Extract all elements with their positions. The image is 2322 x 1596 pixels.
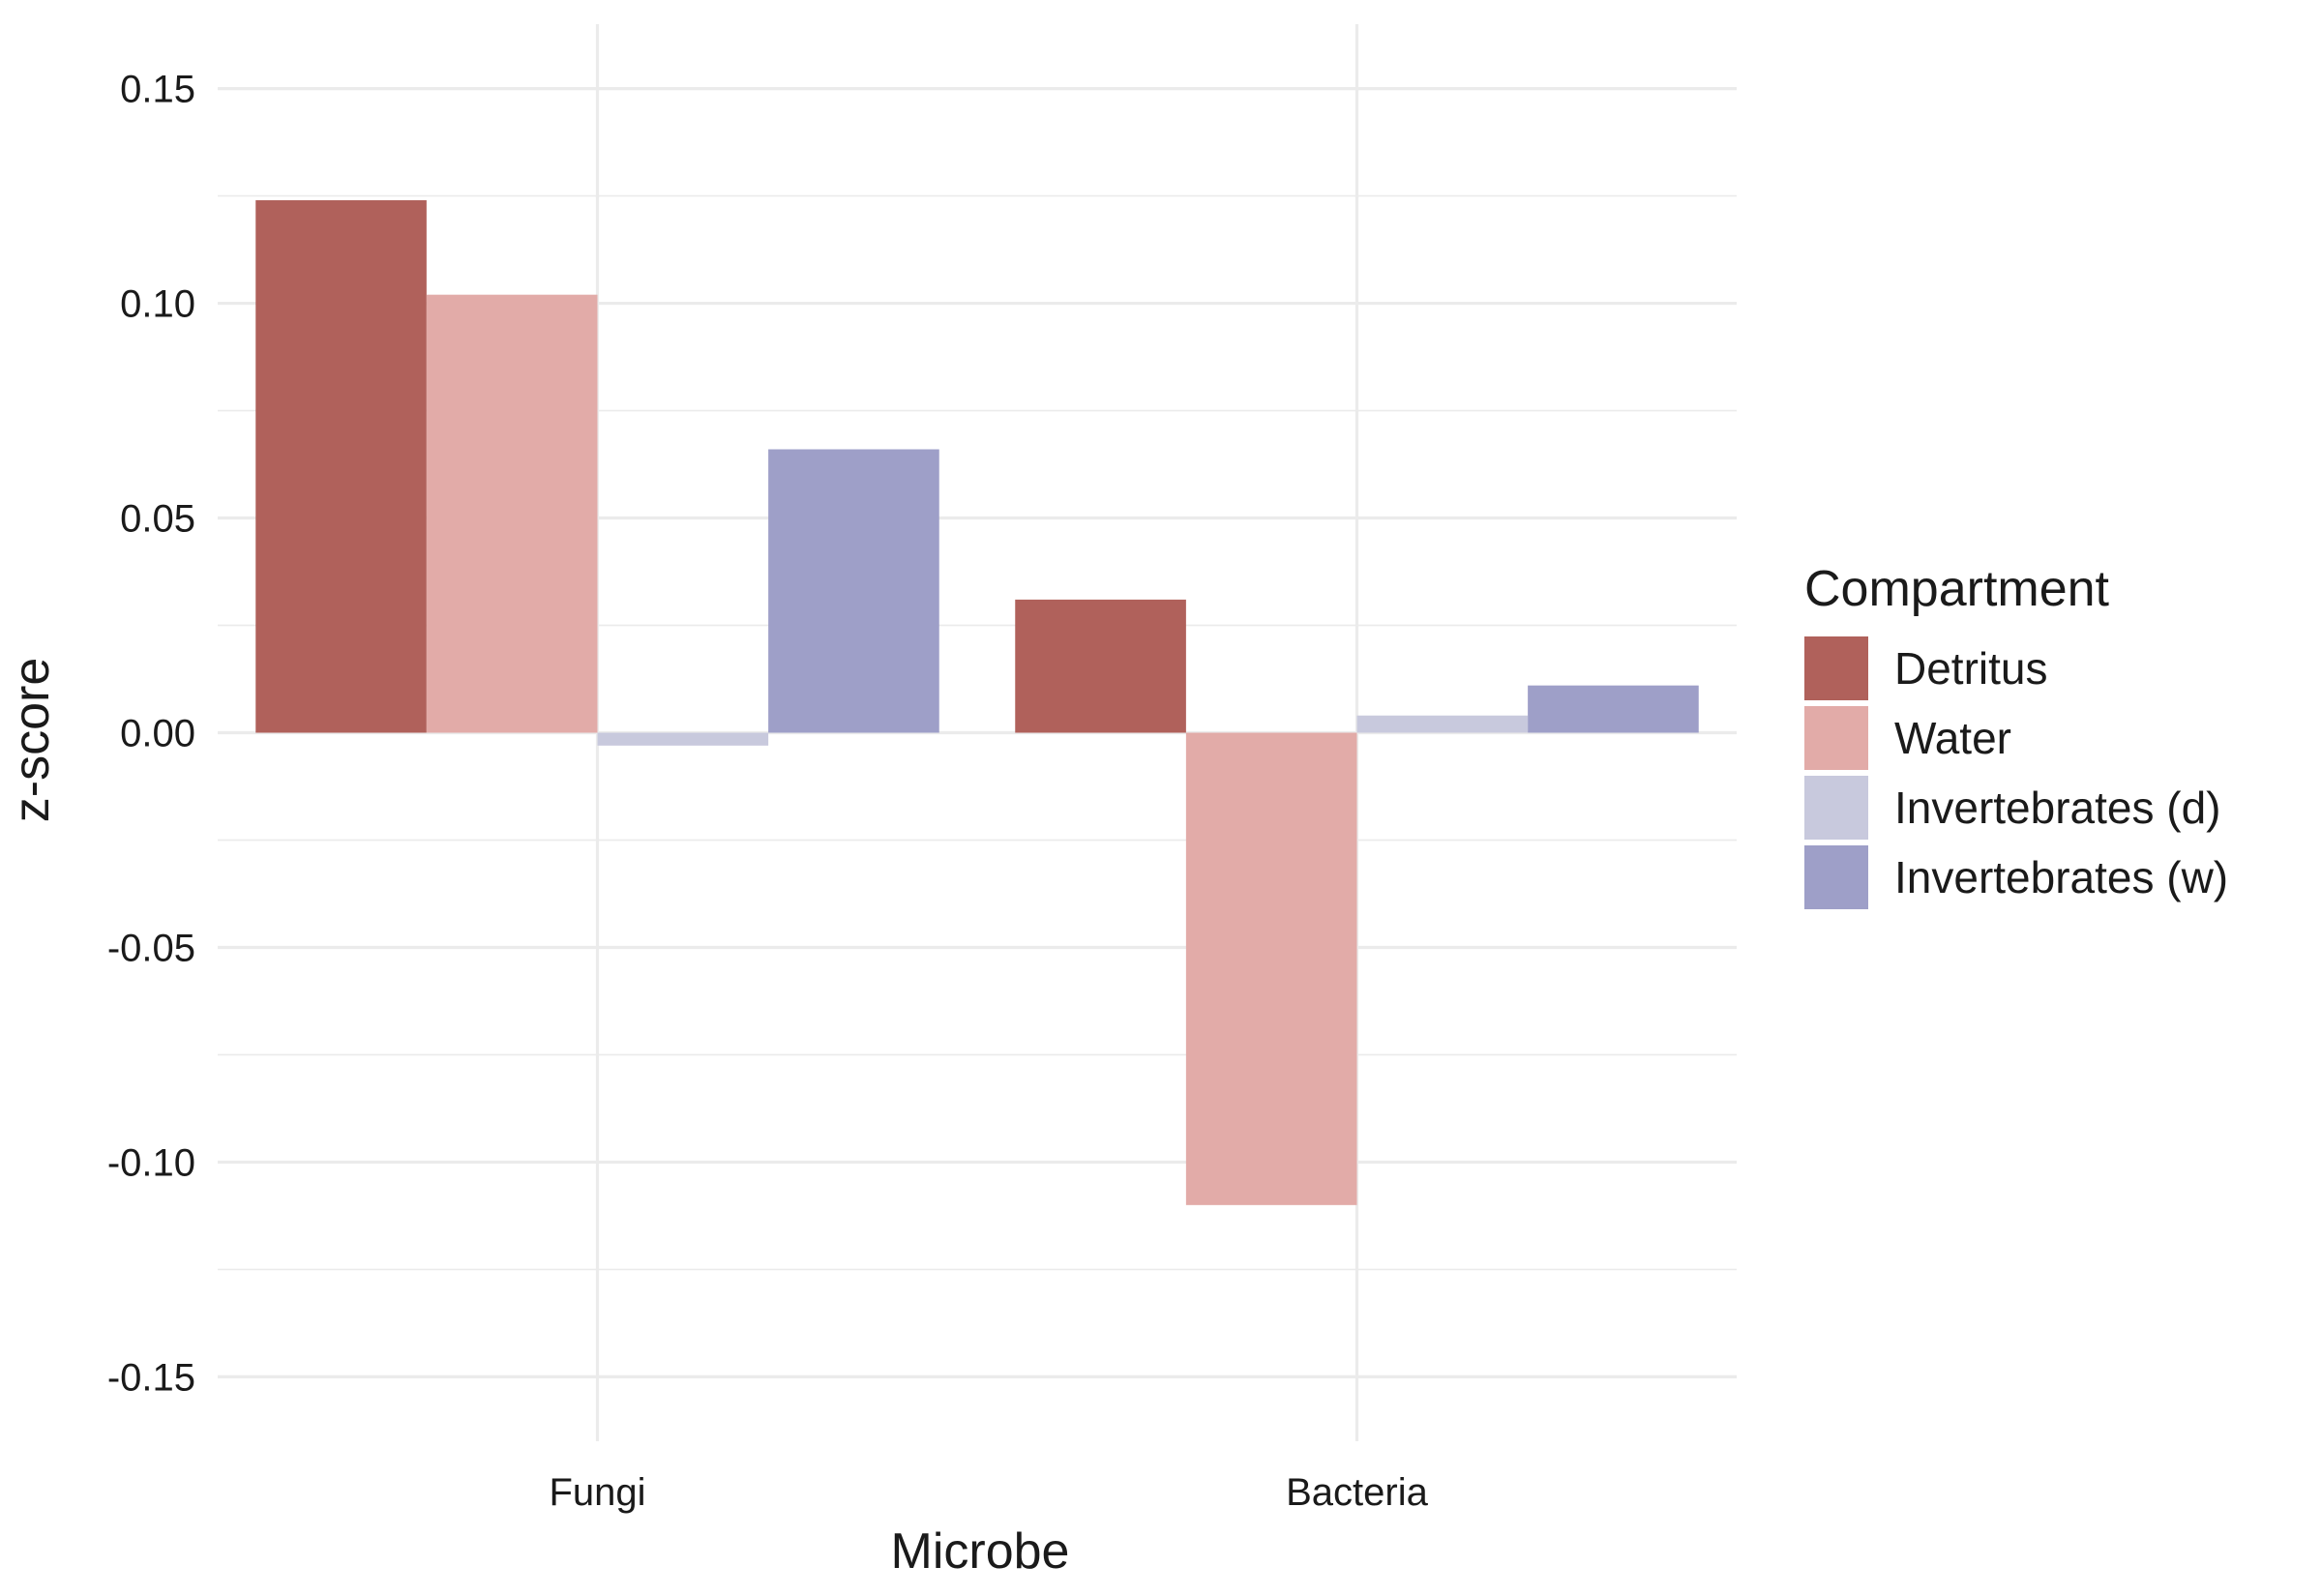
bar: [1015, 599, 1186, 733]
bar: [426, 294, 598, 733]
bar: [1356, 715, 1529, 733]
legend-key: [1804, 706, 1868, 770]
legend-label: Invertebrates (w): [1894, 852, 2228, 902]
bar: [1528, 685, 1699, 733]
y-tick-label: -0.15: [107, 1356, 195, 1399]
bars: [255, 200, 1699, 1205]
legend-title: Compartment: [1804, 561, 2110, 617]
x-tick-label: Fungi: [549, 1471, 645, 1514]
legend-label: Water: [1894, 713, 2011, 763]
y-tick-label: 0.10: [120, 283, 195, 326]
y-axis-ticks: -0.15 -0.10 -0.05 0.00 0.05 0.10 0.15: [107, 69, 195, 1400]
y-tick-label: -0.05: [107, 927, 195, 969]
y-tick-label: 0.00: [120, 713, 195, 755]
x-axis-title: Microbe: [891, 1523, 1070, 1580]
bar: [597, 732, 769, 746]
x-axis-ticks: Fungi Bacteria: [549, 1471, 1428, 1514]
bar: [1185, 732, 1357, 1205]
legend-key: [1804, 845, 1868, 909]
legend-label: Invertebrates (d): [1894, 783, 2220, 833]
y-tick-label: 0.15: [120, 69, 195, 111]
y-axis-title: z-score: [4, 658, 60, 822]
bar: [768, 449, 939, 733]
y-tick-label: 0.05: [120, 498, 195, 541]
legend: Compartment Detritus Water Invertebrates (…: [1804, 561, 2228, 909]
bar: [255, 200, 427, 733]
legend-key: [1804, 776, 1868, 840]
y-tick-label: -0.10: [107, 1141, 195, 1184]
x-tick-label: Bacteria: [1286, 1471, 1428, 1514]
legend-label: Detritus: [1894, 643, 2047, 694]
legend-key: [1804, 636, 1868, 700]
